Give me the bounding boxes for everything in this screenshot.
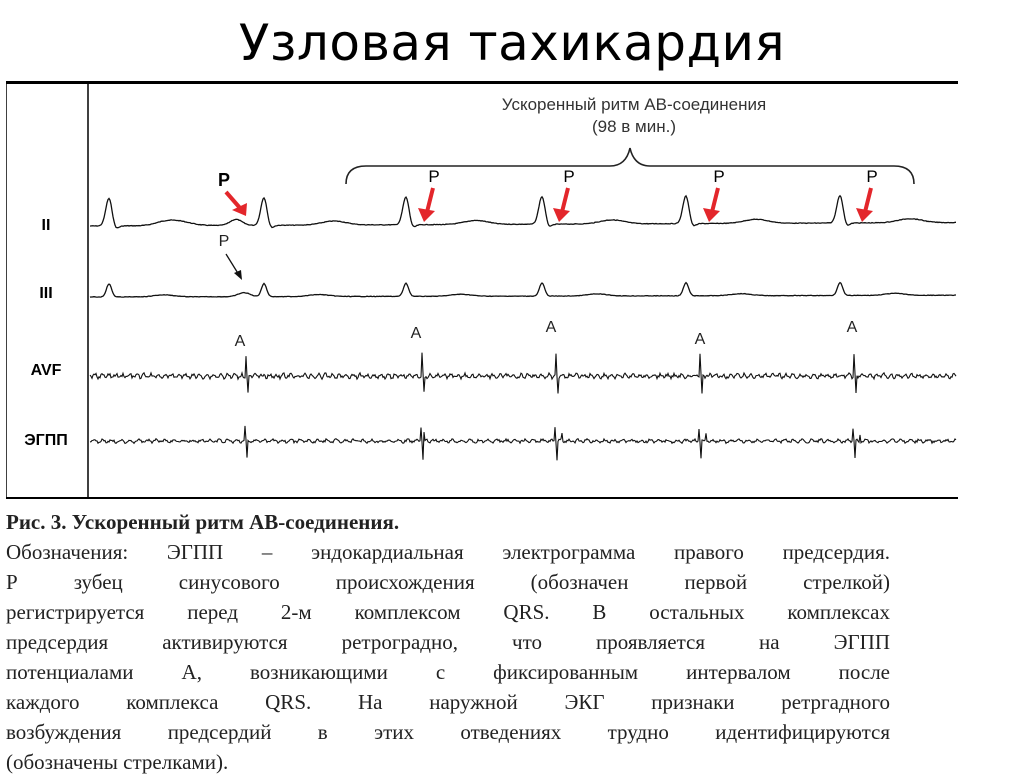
caption-line: регистрируется перед 2-м комплексом QRS.…	[6, 600, 890, 624]
red-arrow-head	[418, 208, 435, 222]
caption-line: Р зубец синусового происхождения (обозна…	[6, 570, 890, 594]
a-marker: A	[695, 331, 706, 348]
trace-lead-iii	[89, 281, 956, 298]
red-arrow-head	[703, 208, 720, 222]
caption-title: Рис. 3. Ускоренный ритм АВ-соединения.	[6, 510, 400, 534]
figure-caption: Рис. 3. Ускоренный ритм АВ-соединения. О…	[6, 507, 890, 777]
a-marker: A	[847, 319, 858, 336]
caption-line: (обозначены стрелками).	[6, 750, 229, 774]
caption-line: каждого комплекса QRS. На наружной ЭКГ п…	[6, 690, 890, 714]
lead-label-iii: III	[39, 285, 52, 302]
slide-title: Узловая тахикардия	[238, 14, 786, 72]
p-marker-sinus-ii: P	[218, 170, 230, 190]
red-arrow-head	[856, 208, 873, 222]
brace-label-line2: (98 в мин.)	[592, 117, 676, 136]
red-arrow-shaft	[560, 187, 570, 213]
trace-lead-egpp	[89, 425, 957, 461]
red-arrow-shaft	[863, 187, 873, 213]
trace-lead-ii	[90, 194, 956, 229]
lead-label-avf: AVF	[31, 362, 62, 379]
caption-line: потенциалами А, возникающими с фиксирова…	[6, 660, 890, 684]
trace-lead-avf	[89, 352, 957, 394]
red-arrow-shaft	[710, 187, 720, 213]
sinus-red-arrow-head	[232, 203, 247, 216]
p-marker-retrograde: P	[866, 167, 877, 186]
top-divider	[6, 81, 958, 84]
sinus-arrow-iii-head	[234, 270, 242, 280]
caption-line: Обозначения: ЭГПП – эндокардиальная элек…	[6, 540, 890, 564]
caption-line: предсердия активируются ретроградно, что…	[6, 630, 890, 654]
p-marker-sinus-iii: P	[219, 233, 230, 250]
caption-line: возбуждения предсердий в этих отведениях…	[6, 720, 890, 744]
sinus-arrow-iii-shaft	[225, 253, 240, 276]
a-marker: A	[546, 319, 557, 336]
lead-label-egpp: ЭГПП	[24, 432, 67, 449]
rhythm-brace	[345, 147, 915, 185]
ecg-figure: Ускоренный ритм АВ-соединения (98 в мин.…	[6, 84, 958, 499]
sinus-red-arrow-shaft	[224, 190, 242, 210]
p-marker-retrograde: P	[428, 167, 439, 186]
brace-label-line1: Ускоренный ритм АВ-соединения	[502, 95, 766, 114]
caption-body: Обозначения: ЭГПП – эндокардиальная элек…	[6, 537, 890, 777]
lead-label-ii: II	[42, 217, 51, 234]
ecg-svg: Ускоренный ритм АВ-соединения (98 в мин.…	[6, 84, 958, 499]
red-arrow-shaft	[425, 187, 435, 213]
a-marker: A	[411, 325, 422, 342]
p-marker-retrograde: P	[713, 167, 724, 186]
p-marker-retrograde: P	[563, 167, 574, 186]
a-marker: A	[235, 333, 246, 350]
red-arrow-head	[553, 208, 570, 222]
